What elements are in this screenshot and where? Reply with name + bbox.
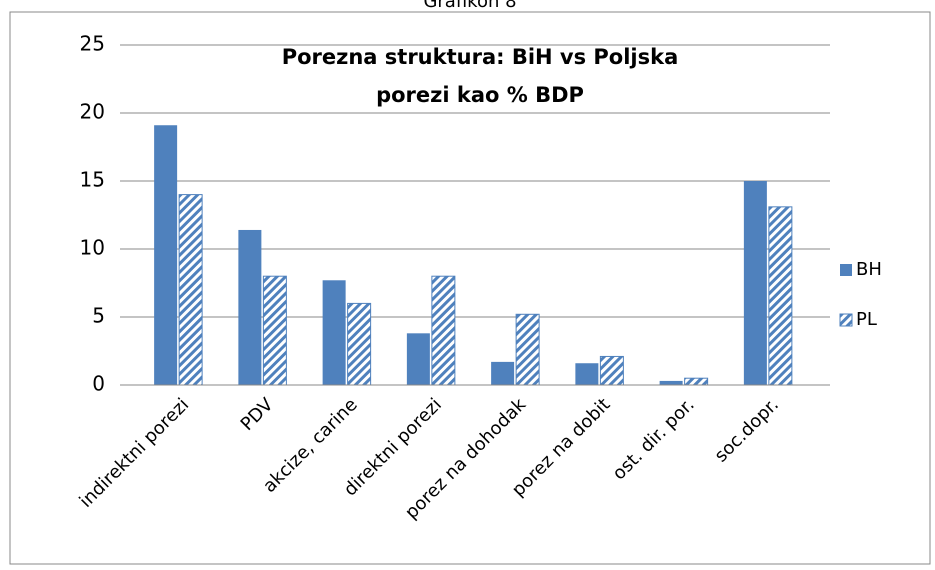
bar (768, 206, 793, 386)
legend-swatch (840, 264, 852, 276)
legend-label: BH (856, 259, 882, 280)
y-tick-label: 0 (92, 372, 105, 396)
y-tick-label: 15 (80, 168, 105, 192)
bar (431, 275, 456, 386)
caption-bg (420, 0, 520, 10)
bar (599, 355, 624, 386)
bar (659, 380, 683, 385)
bar (262, 275, 287, 386)
y-tick-label: 5 (92, 304, 105, 328)
bar (406, 333, 430, 385)
chart-title: Porezna struktura: BiH vs Poljska (282, 45, 679, 69)
legend-swatch (839, 313, 853, 327)
bar (491, 361, 515, 385)
chart-subtitle: porezi kao % BDP (376, 83, 584, 107)
bar (347, 302, 372, 386)
y-tick-label: 20 (80, 100, 105, 124)
caption: Grafikon 8 (423, 0, 516, 12)
bar (575, 363, 599, 385)
bar (178, 194, 203, 386)
bar (238, 229, 262, 385)
bar (743, 181, 767, 385)
y-tick-label: 25 (80, 32, 105, 56)
y-tick-label: 10 (80, 236, 105, 260)
bar (515, 313, 540, 386)
bar (684, 377, 709, 386)
bar (322, 280, 346, 385)
legend-label: PL (856, 309, 877, 330)
bar (154, 125, 178, 386)
